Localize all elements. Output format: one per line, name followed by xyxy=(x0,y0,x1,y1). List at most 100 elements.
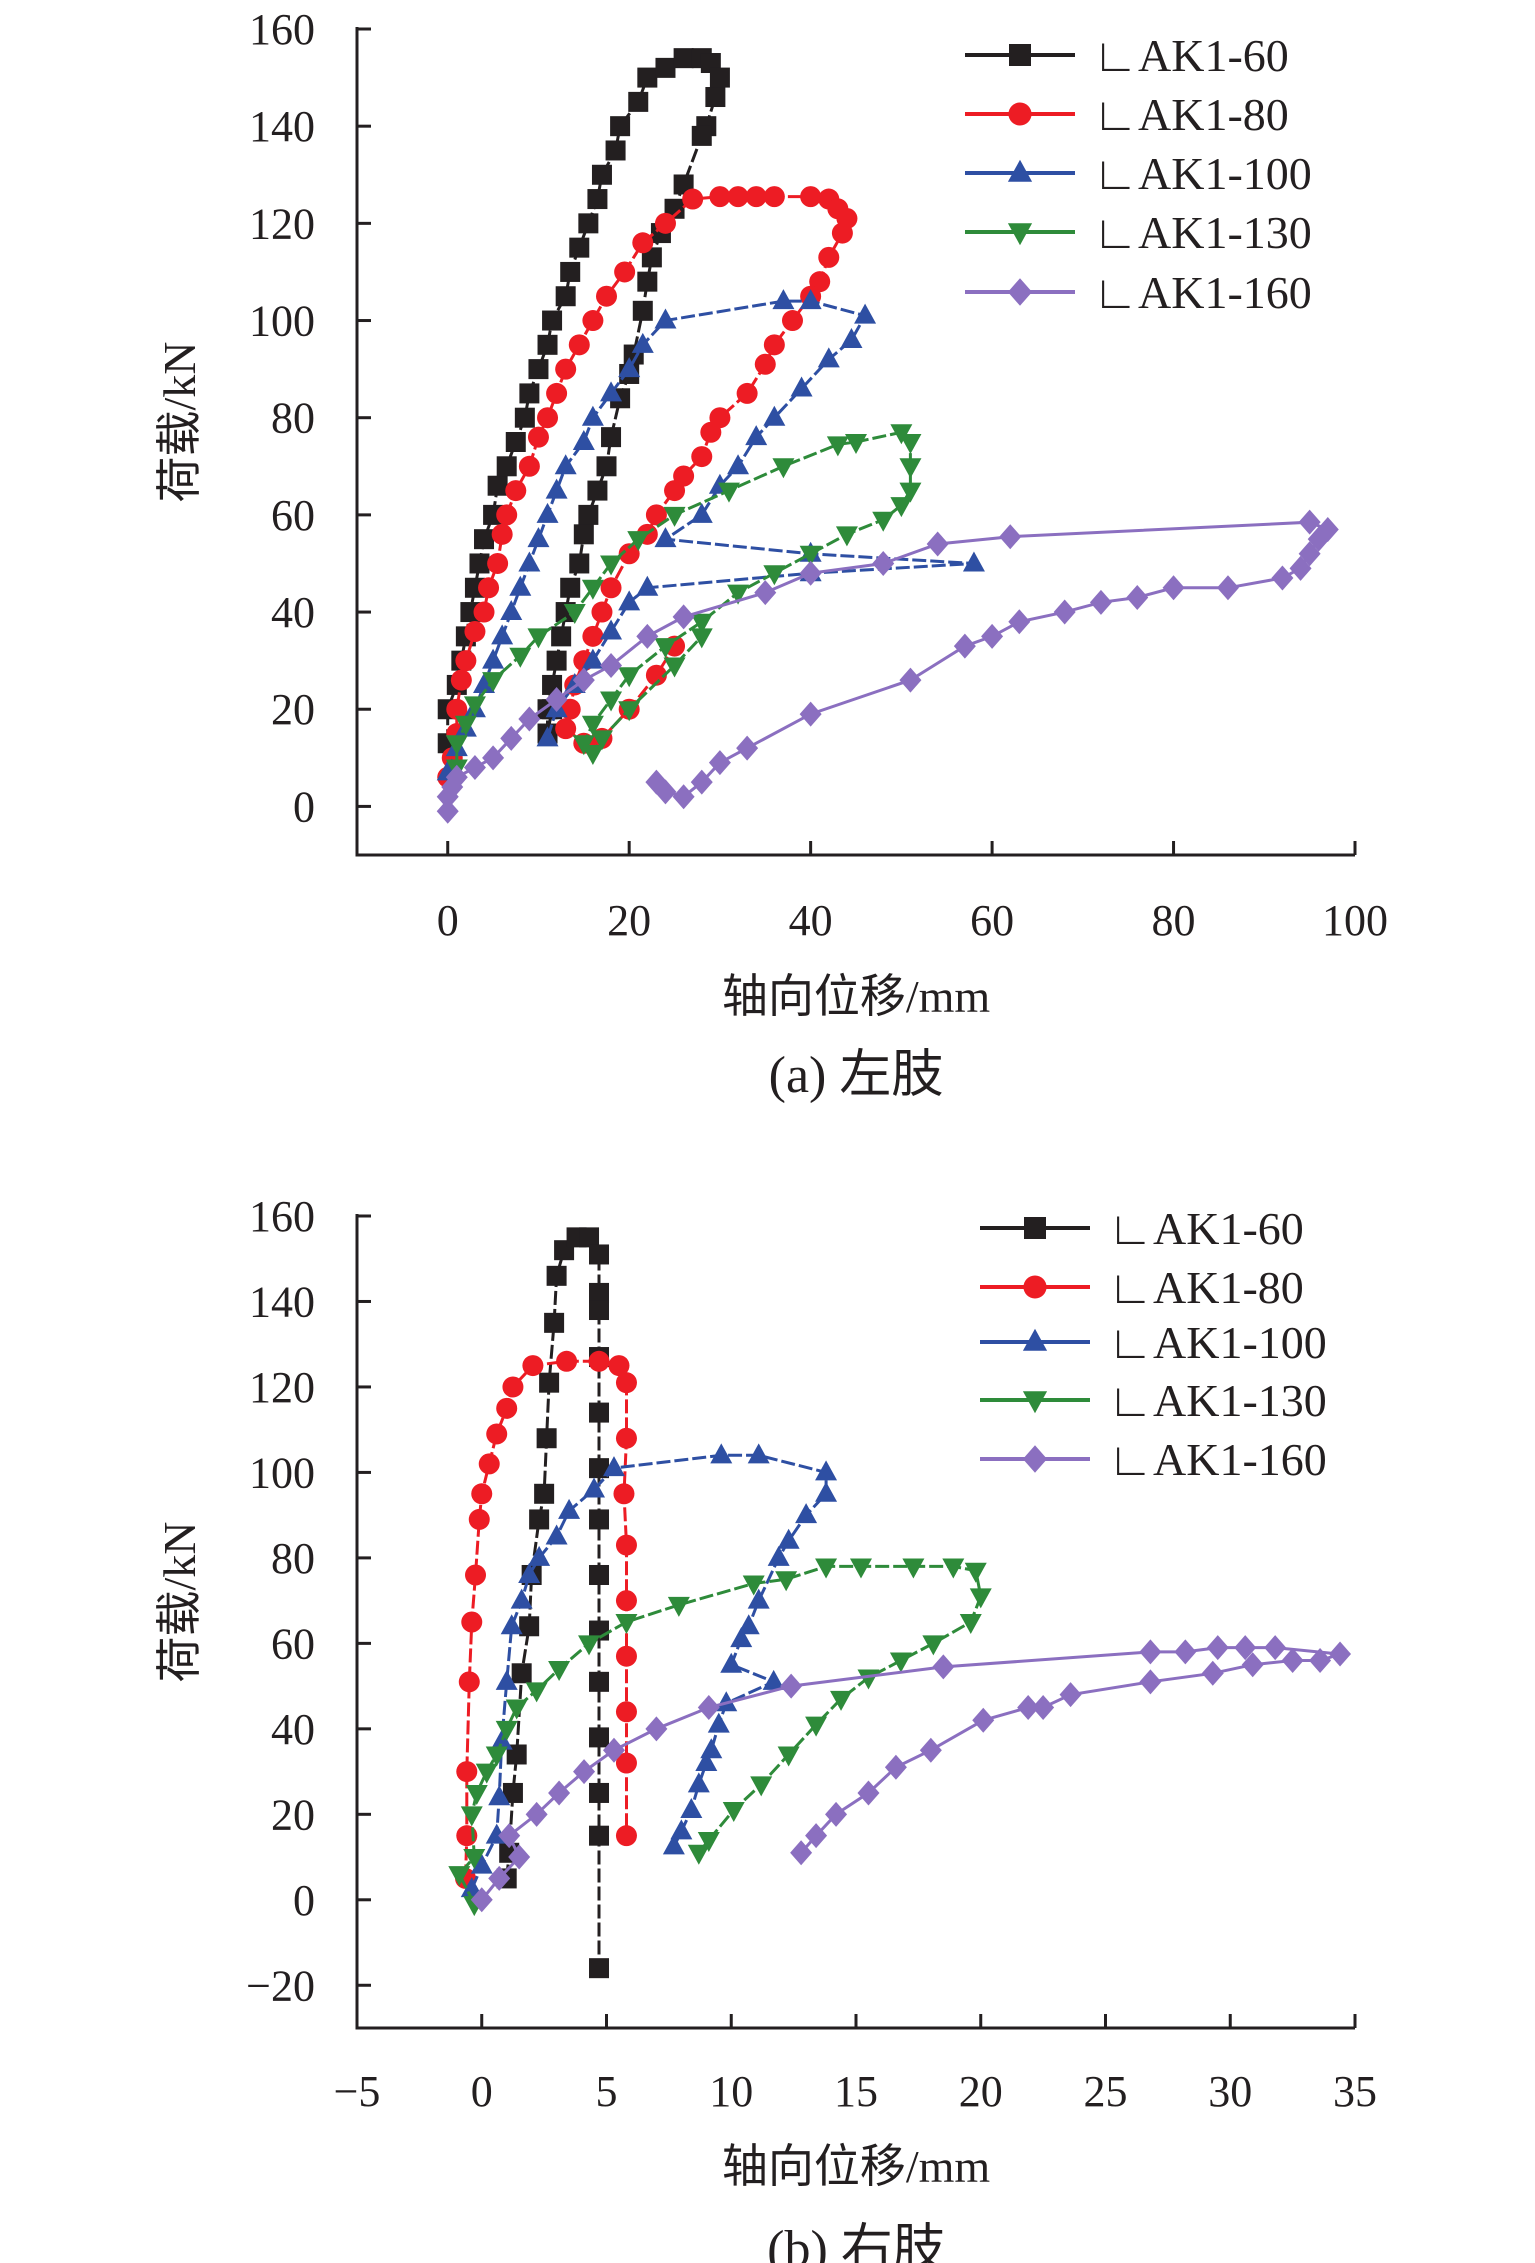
data-point xyxy=(448,1866,471,1887)
y-tick-label: 40 xyxy=(271,588,315,637)
legend-label: ∟AK1-160 xyxy=(1093,267,1312,318)
legend-item: ∟AK1-160 xyxy=(980,1434,1327,1485)
data-point xyxy=(1059,1682,1082,1708)
data-point xyxy=(1281,1647,1304,1673)
data-point xyxy=(582,310,604,332)
data-point xyxy=(715,1691,738,1712)
x-tick-label: 80 xyxy=(1152,896,1196,945)
data-point xyxy=(610,116,631,137)
legend-label: ∟AK1-130 xyxy=(1108,1375,1327,1426)
data-point xyxy=(478,577,500,599)
data-point xyxy=(486,1423,508,1445)
data-point xyxy=(1264,1635,1287,1661)
data-point xyxy=(631,332,654,353)
data-point xyxy=(818,246,840,268)
data-point xyxy=(502,1782,523,1803)
y-tick-label: 140 xyxy=(249,1277,315,1326)
data-point xyxy=(815,1460,838,1481)
legend-marker xyxy=(1024,1217,1046,1239)
data-point xyxy=(826,436,849,457)
chart-right-limb: −20 0 20 40 60 80 100 120 140 160 −5 0 5 10 15 20 25 30 35… xyxy=(154,1192,1377,2263)
data-point xyxy=(482,672,505,693)
data-point xyxy=(569,553,590,574)
data-point xyxy=(709,67,730,88)
data-point xyxy=(491,523,513,545)
data-point xyxy=(750,1776,773,1797)
data-point xyxy=(525,1801,548,1827)
data-point xyxy=(581,405,604,426)
data-point xyxy=(474,529,495,550)
legend-marker xyxy=(1007,159,1033,182)
data-point xyxy=(795,1503,818,1524)
data-point xyxy=(615,1701,637,1723)
x-tick-label: 15 xyxy=(834,2067,878,2116)
chart-left-limb: 0 20 40 60 80 100 120 140 160 0 20 40 60 80 100 轴向位移/mm… xyxy=(154,5,1388,1104)
x-tick-label: 100 xyxy=(1322,896,1388,945)
data-point xyxy=(509,647,532,668)
y-tick-label: 140 xyxy=(249,102,315,151)
data-point xyxy=(772,289,795,310)
data-point xyxy=(1032,1694,1055,1720)
data-point xyxy=(589,1509,610,1530)
legend-label: ∟AK1-60 xyxy=(1093,30,1289,81)
data-point xyxy=(558,1498,581,1519)
data-point xyxy=(482,648,505,669)
data-point xyxy=(690,769,713,795)
data-point xyxy=(579,1227,600,1248)
x-tick-label: 40 xyxy=(789,896,833,945)
data-point xyxy=(578,504,599,525)
y-tick-label: 160 xyxy=(249,1192,315,1241)
data-point xyxy=(672,784,695,810)
data-point xyxy=(582,625,604,647)
legend-marker xyxy=(1023,1275,1047,1299)
data-point xyxy=(972,1707,995,1733)
data-point xyxy=(645,769,668,795)
data-point xyxy=(849,1558,872,1579)
data-point xyxy=(767,1545,790,1566)
data-point xyxy=(471,1483,493,1505)
data-point xyxy=(737,1614,760,1635)
data-point xyxy=(691,125,712,146)
y-tick-label: 100 xyxy=(249,1448,315,1497)
y-tick-label: −20 xyxy=(246,1961,315,2010)
series-ak1-60 xyxy=(437,48,730,754)
data-point xyxy=(1309,1647,1332,1673)
data-point xyxy=(488,1865,511,1891)
data-point xyxy=(615,1614,638,1634)
data-point xyxy=(1139,1639,1162,1665)
data-point xyxy=(600,381,623,402)
y-tick-label: 0 xyxy=(293,782,315,831)
data-point xyxy=(470,1853,493,1874)
data-point xyxy=(502,1376,524,1398)
data-point xyxy=(578,213,599,234)
data-point xyxy=(654,308,677,329)
x-tick-label: 20 xyxy=(959,2067,1003,2116)
data-point xyxy=(548,1780,571,1806)
data-point xyxy=(602,1737,625,1763)
y-tick-label: 80 xyxy=(271,1534,315,1583)
data-point xyxy=(488,1785,511,1806)
data-point xyxy=(691,446,713,468)
data-point xyxy=(600,555,623,576)
data-point xyxy=(615,1427,637,1449)
y-tick-label: 120 xyxy=(249,1363,315,1412)
data-point xyxy=(560,261,581,282)
data-point xyxy=(709,186,731,208)
data-point xyxy=(754,353,776,375)
data-point xyxy=(654,638,677,659)
data-point xyxy=(589,1458,610,1479)
legend-item: ∟AK1-130 xyxy=(980,1375,1327,1426)
data-point xyxy=(953,633,976,659)
series-ak1-130 xyxy=(448,1558,992,1917)
data-point xyxy=(654,527,677,548)
data-point xyxy=(763,186,785,208)
data-point xyxy=(1298,509,1321,535)
x-axis-title: 轴向位移/mm xyxy=(722,2141,991,2192)
data-point xyxy=(546,1265,567,1286)
data-point xyxy=(589,1958,610,1979)
data-point xyxy=(613,1483,635,1505)
data-point xyxy=(831,222,853,244)
data-point xyxy=(454,715,477,736)
data-point xyxy=(687,1844,710,1865)
data-point xyxy=(1289,555,1312,581)
